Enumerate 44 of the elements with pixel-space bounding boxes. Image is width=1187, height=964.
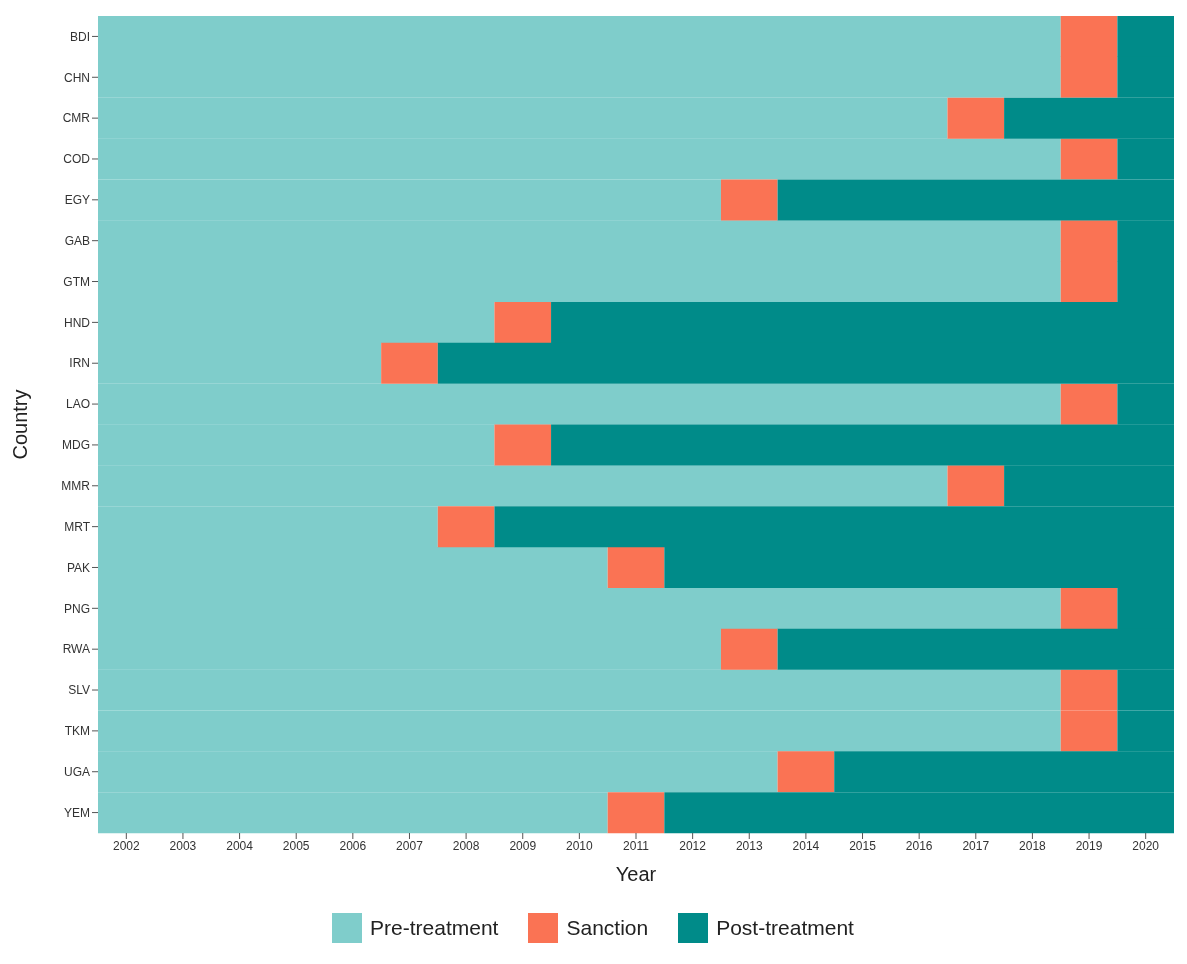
x-tick-label: 2002 [112,838,140,853]
x-tick-label: 2011 [623,838,650,853]
x-tick-label: 2015 [849,838,877,853]
x-tick-label: 2005 [282,838,310,853]
x-tick-label: 2014 [792,838,820,853]
y-tick-label: MDG [62,438,90,453]
y-tick-label: BDI [69,29,90,44]
x-tick-label: 2010 [566,838,594,853]
y-tick-label: CMR [62,111,91,126]
y-tick-label: RWA [62,642,90,657]
x-tick-label: 2009 [509,838,537,853]
x-tick-label: 2020 [1132,838,1160,853]
y-tick-label: LAO [65,397,90,412]
legend-label: Sanction [566,916,649,940]
y-axis-title: Country [9,389,32,460]
x-tick-label: 2018 [1019,838,1047,853]
x-tick-label: 2008 [452,838,480,853]
y-tick-label: TKM [64,724,90,739]
y-tick-label: GAB [64,233,90,248]
x-tick-label: 2016 [905,838,933,853]
x-tick-label: 2019 [1075,838,1103,853]
x-tick-label: 2017 [962,838,990,853]
y-tick-label: CHN [64,70,90,85]
y-tick-label: SLV [68,683,90,698]
y-tick-label: MRT [64,519,91,534]
x-tick-label: 2006 [339,838,367,853]
x-tick-label: 2013 [735,838,763,853]
y-tick-label: IRN [69,356,90,371]
legend-label: Pre-treatment [370,916,499,940]
x-tick-label: 2003 [169,838,197,853]
y-tick-label: EGY [64,193,90,208]
legend-label: Post-treatment [716,916,854,940]
y-tick-label: PNG [63,601,90,616]
y-tick-label: MMR [61,479,91,494]
x-tick-label: 2004 [226,838,254,853]
y-tick-label: GTM [63,274,90,289]
y-tick-label: COD [63,152,91,167]
x-tick-label: 2007 [396,838,424,853]
x-tick-label: 2012 [679,838,707,853]
y-tick-label: YEM [63,805,90,820]
y-tick-label: PAK [66,560,90,575]
x-axis-title: Year [615,863,657,885]
y-tick-label: HND [64,315,91,330]
y-tick-label: UGA [63,764,90,779]
